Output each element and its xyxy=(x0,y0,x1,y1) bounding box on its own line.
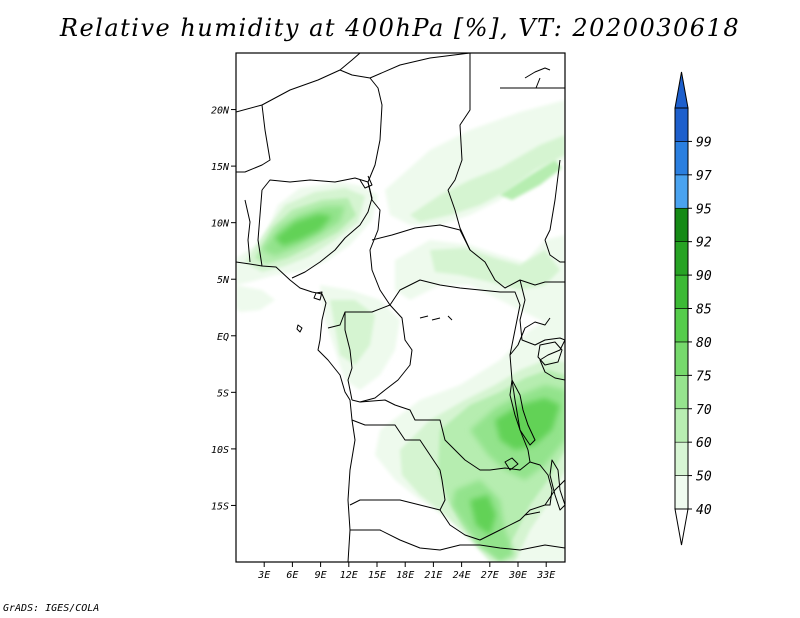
lon-tick-label: 24E xyxy=(453,570,471,581)
lake-tanganyika xyxy=(509,379,536,446)
angola-border xyxy=(349,419,446,511)
lat-tick-label: EQ xyxy=(217,332,229,343)
colorbar-label: 70 xyxy=(696,403,712,418)
lat-tick-label: 10S xyxy=(211,445,229,456)
lake-victoria xyxy=(537,341,563,366)
lon-tick-label: 21E xyxy=(424,570,442,581)
lon-tick-label: 9E xyxy=(315,570,327,581)
colorbar-label: 60 xyxy=(696,436,712,451)
colorbar-swatch xyxy=(674,207,689,242)
lat-tick-label: 15N xyxy=(211,162,230,173)
colorbar-label: 80 xyxy=(696,336,712,351)
colorbar-label: 95 xyxy=(696,202,712,217)
colorbar-top-arrow xyxy=(674,71,689,109)
colorbar-swatch xyxy=(674,141,689,176)
lon-tick-label: 3E xyxy=(257,570,270,581)
colorbar-label: 50 xyxy=(696,470,712,485)
lat-tick-label: 10N xyxy=(211,219,230,230)
colorbar-swatch xyxy=(674,475,689,510)
map-title: Relative humidity at 400hPa [%], VT: 202… xyxy=(59,14,741,42)
lake-malawi xyxy=(549,459,565,511)
lon-tick-label: 15E xyxy=(368,570,386,581)
colorbar-swatch xyxy=(674,274,689,309)
colorbar-swatch xyxy=(674,107,689,142)
lon-tick-label: 18E xyxy=(396,570,414,581)
lon-tick-label: 33E xyxy=(536,570,555,581)
colorbar-label: 92 xyxy=(696,236,712,251)
lat-tick-label: 20N xyxy=(211,106,230,117)
colorbar-swatch xyxy=(674,174,689,209)
colorbar-label: 85 xyxy=(696,303,712,318)
lon-tick-label: 30E xyxy=(508,570,527,581)
country-borders xyxy=(236,53,565,562)
colorbar-label: 99 xyxy=(696,135,712,150)
nigeria-border xyxy=(261,177,373,279)
lon-tick-label: 12E xyxy=(340,570,358,581)
colorbar-frame xyxy=(674,107,689,510)
grads-credit: GrADS: IGES/COLA xyxy=(3,603,100,614)
colorbar-swatch xyxy=(674,408,689,443)
car-border xyxy=(371,224,565,289)
lat-tick-label: 15S xyxy=(211,501,229,512)
colorbar-swatch xyxy=(674,308,689,343)
lon-tick-label: 27E xyxy=(481,570,499,581)
colorbar: 40 50 60 70 75 80 85 90 92 95 97 99 xyxy=(674,71,712,546)
latitude-axis: 20N 15N 10N 5N EQ 5S 10S 15S xyxy=(211,106,236,512)
lon-tick-label: 6E xyxy=(286,570,298,581)
lat-tick-label: 5S xyxy=(217,388,229,399)
colorbar-label: 75 xyxy=(696,369,712,384)
colorbar-swatch xyxy=(674,441,689,476)
lat-tick-label: 5N xyxy=(217,275,230,286)
colorbar-label: 97 xyxy=(696,169,712,184)
colorbar-swatch xyxy=(674,375,689,410)
sahara-borders xyxy=(236,53,361,113)
colorbar-label: 40 xyxy=(696,503,712,518)
drc-border xyxy=(351,279,531,471)
colorbar-swatch xyxy=(674,241,689,276)
cameroon-border xyxy=(327,199,391,329)
congo-border xyxy=(344,312,353,401)
map-frame xyxy=(235,52,566,563)
colorbar-label: 90 xyxy=(696,269,712,284)
humidity-shading xyxy=(236,100,565,562)
colorbar-swatch xyxy=(674,341,689,376)
west-africa-coast xyxy=(236,261,356,562)
colorbar-bottom-arrow xyxy=(674,508,689,546)
longitude-axis: 3E 6E 9E 12E 15E 18E 21E 24E 27E 30E 33E xyxy=(257,562,555,581)
